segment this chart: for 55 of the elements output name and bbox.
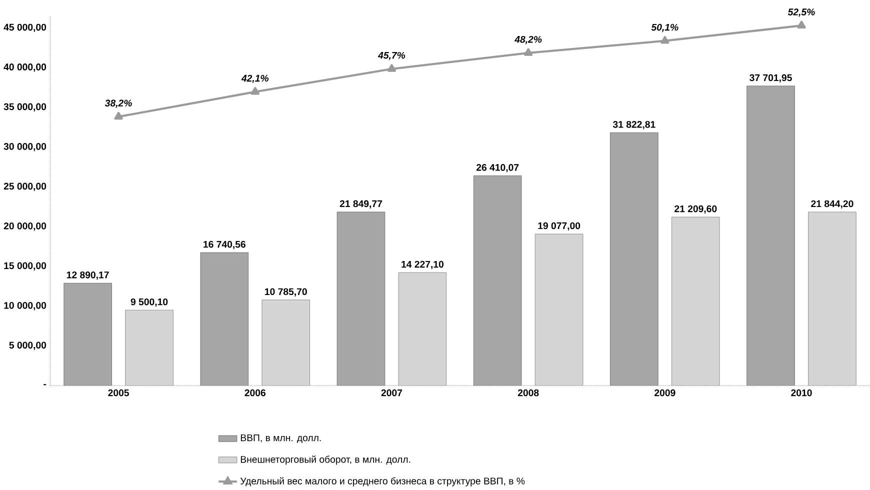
bar [64,282,112,386]
y-tick-label: 25 000,00 [4,182,46,191]
bar [336,212,386,386]
legend-label: ВВП, в млн. долл. [240,434,321,443]
data-label: 21 209,60 [674,205,717,214]
bar [746,86,795,386]
y-tick-label: 30 000,00 [4,142,46,152]
bar [610,132,658,386]
y-tick-label: 35 000,00 [4,103,46,112]
bar [534,234,584,386]
x-tick-label: 2007 [381,389,402,396]
y-tick-label: 20 000,00 [4,222,46,231]
data-label: 19 077,00 [538,222,580,230]
bar [262,300,310,386]
data-label: 42,1% [241,74,269,83]
point [524,48,533,56]
point [797,20,806,28]
y-tick-label: 5 000,00 [9,342,46,350]
point [660,36,670,44]
data-label: 26 410,07 [476,164,519,172]
bar [672,216,720,386]
data-label: 12 890,17 [66,271,109,280]
x-tick-label: 2006 [244,389,266,396]
bar [398,272,447,386]
legend-label: Внешнеторговый оборот, в млн. долл. [240,455,410,465]
y-tick-label: - [44,384,46,386]
data-label: 50,1% [651,24,678,32]
data-label: 16 740,56 [204,240,246,250]
data-label: 52,5% [788,8,815,17]
y-tick-label: 15 000,00 [4,262,46,270]
bar [473,175,522,386]
data-label: 48,2% [514,36,542,44]
data-label: 38,2% [104,100,132,108]
y-tick-label: 40 000,00 [4,63,46,72]
point [114,112,123,120]
data-label: 21 844,20 [811,200,854,208]
legend-label: Удельный вес малого и среднего бизнеса в структуре ВВП, в % [240,477,525,486]
bar [808,212,856,386]
data-label: 45,7% [378,52,406,60]
x-tick-label: 2005 [108,389,129,396]
data-label: 37 701,95 [750,74,792,82]
y-tick-label: 45 000,00 [4,24,46,32]
data-label: 31 822,81 [612,120,656,130]
x-tick-label: 2010 [791,389,812,396]
bar [125,310,174,386]
data-label: 14 227,10 [402,260,444,269]
x-tick-label: 2009 [654,389,676,396]
point [250,86,260,95]
bar [200,252,249,386]
data-label: 9 500,10 [130,298,168,307]
data-label: 21 849,77 [340,200,382,208]
y-tick-label: 10 000,00 [4,302,46,310]
x-tick-label: 2008 [518,389,539,396]
data-label: 10 785,70 [265,288,307,296]
point [387,64,396,72]
